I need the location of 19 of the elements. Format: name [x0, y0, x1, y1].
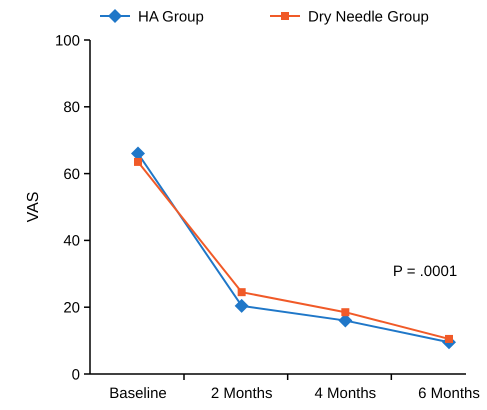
point: [445, 334, 453, 343]
annotation: P = .0001: [392, 263, 458, 280]
legend-label: Dry Needle Group: [308, 8, 429, 26]
x-tick-label: 6 Months: [418, 385, 480, 402]
x-tick-label: Baseline: [109, 385, 167, 402]
y-tick-label: 40: [63, 232, 80, 250]
y-tick-label: 100: [54, 32, 80, 50]
y-tick-label: 60: [63, 166, 80, 183]
y-tick-label: 0: [72, 366, 80, 384]
point: [238, 288, 246, 296]
point: [234, 298, 249, 313]
x-tick-label: 2 Months: [210, 385, 273, 402]
x-tick-label: 4 Months: [314, 385, 376, 402]
point: [341, 308, 350, 316]
point: [134, 158, 142, 166]
y-axis-title: VAS: [25, 192, 42, 222]
y-tick-label: 20: [63, 299, 80, 316]
legend-label: HA Group: [138, 8, 204, 26]
y-tick-label: 80: [63, 99, 80, 116]
